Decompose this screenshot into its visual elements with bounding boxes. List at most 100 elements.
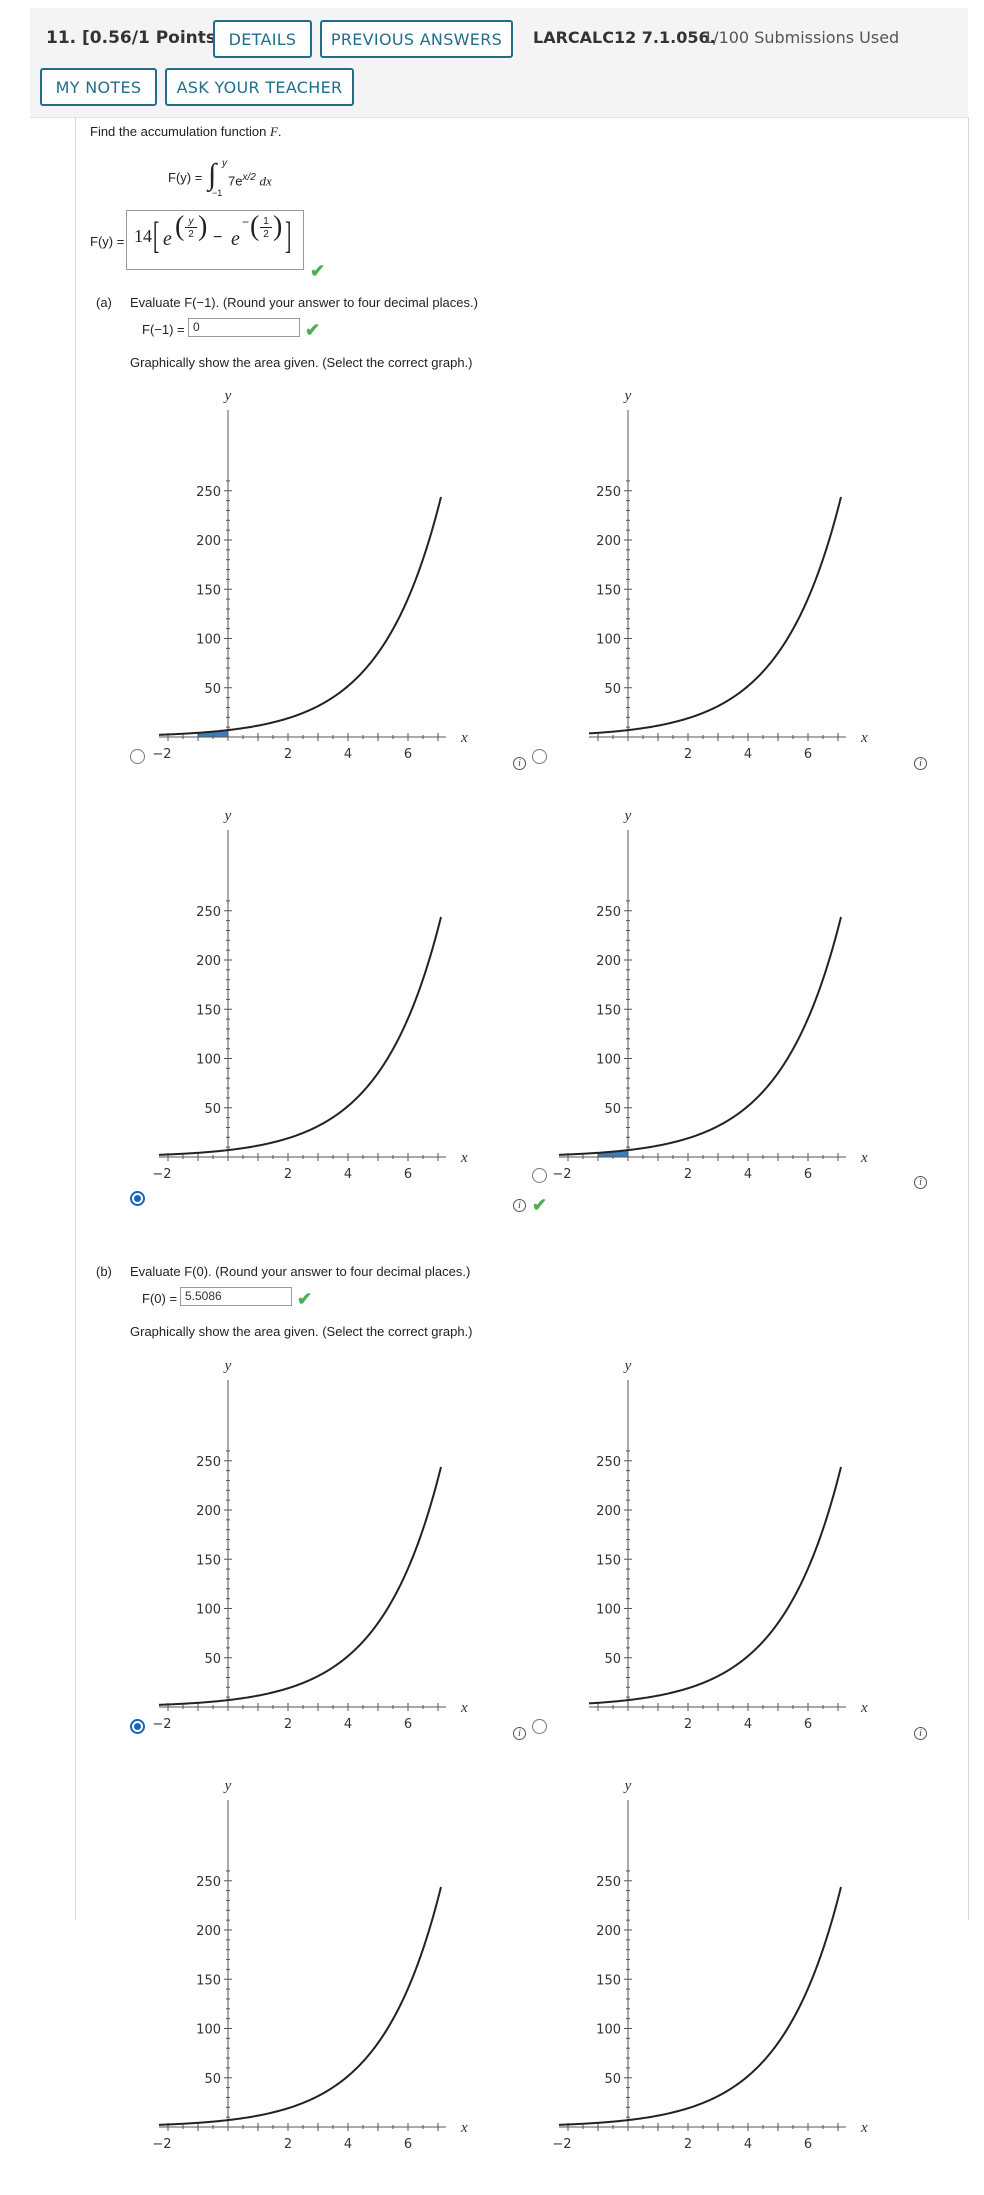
x-tick-label: 4: [344, 1167, 352, 1182]
x-tick-label: 4: [344, 2137, 352, 2152]
graph-b1-svg: −2 2 4 6 50 100 150 200 250 x y: [152, 1358, 468, 1732]
integral-sign: ∫: [208, 158, 217, 191]
part-a-option-4-radio[interactable]: [532, 1168, 547, 1183]
definition-lhs: F(y) =: [168, 170, 203, 185]
y-tick-label: 200: [596, 954, 621, 969]
x-tick-label: 2: [684, 2137, 692, 2152]
part-b-label: (b): [96, 1264, 112, 1279]
info-icon[interactable]: i: [914, 1727, 927, 1740]
exp2-open-paren: (: [250, 211, 260, 242]
function-curve: [558, 916, 842, 1156]
graph-b3: −2 2 4 6 50 100 150 200 250 x y: [130, 1770, 530, 2190]
part-b-graph-prompt: Graphically show the area given. (Select…: [130, 1324, 473, 1339]
right-bracket: ]: [285, 215, 292, 257]
x-axis-label: x: [860, 2120, 868, 2136]
answer-lhs: F(y) =: [90, 234, 125, 249]
y-tick-label: 150: [196, 1973, 221, 1988]
left-bracket: [: [153, 215, 160, 257]
exp2-numerator: 1: [260, 216, 272, 228]
y-tick-label: 150: [596, 1973, 621, 1988]
y-tick-label: 50: [204, 1102, 221, 1117]
x-axis-label: x: [860, 730, 868, 746]
graph-b2: 2 4 6 50 100 150 200 250 x y: [530, 1350, 930, 1770]
part-a-correct-check-icon: ✔: [305, 320, 321, 340]
part-b-option-1-radio[interactable]: [130, 1719, 145, 1734]
y-tick-label: 50: [604, 682, 621, 697]
exp1-denominator: 2: [188, 229, 194, 240]
answer-formula-box[interactable]: 14 [ e ( y 2 ) − e − ( 1 2 ) ]: [126, 210, 304, 270]
x-tick-label: −2: [152, 1717, 171, 1732]
answer-coefficient: 14: [134, 226, 152, 246]
graph-a4-svg: −2 2 4 6 50 100 150 200 250 x y: [552, 808, 868, 1182]
question-content: [75, 117, 969, 1920]
y-tick-label: 100: [196, 2023, 221, 2038]
info-icon[interactable]: i: [513, 757, 526, 770]
info-icon[interactable]: i: [513, 1199, 526, 1212]
y-tick-label: 200: [196, 1924, 221, 1939]
y-tick-label: 150: [596, 1003, 621, 1018]
function-curve: [158, 496, 442, 736]
y-tick-label: 250: [196, 485, 221, 500]
integral-upper-limit: y: [222, 158, 227, 169]
y-tick-label: 50: [604, 1652, 621, 1667]
y-tick-label: 250: [196, 905, 221, 920]
part-b-instruction: Evaluate F(0). (Round your answer to fou…: [130, 1264, 471, 1279]
function-curve: [158, 1466, 442, 1706]
x-axis-label: x: [860, 1150, 868, 1166]
my-notes-button[interactable]: MY NOTES: [40, 68, 157, 106]
exp2-denominator: 2: [263, 229, 269, 240]
x-tick-label: 2: [684, 1167, 692, 1182]
part-b-correct-check-icon: ✔: [297, 1289, 313, 1309]
integrand: 7ex/2 dx: [228, 172, 272, 189]
details-button[interactable]: DETAILS: [213, 20, 312, 58]
x-axis-label: x: [460, 1700, 468, 1716]
x-tick-label: 2: [684, 1717, 692, 1732]
submissions-used: 1/100 Submissions Used: [703, 28, 900, 47]
x-axis-label: x: [460, 1150, 468, 1166]
question-points-label: 11. [0.56/1 Points]: [46, 28, 224, 48]
graph-b3-svg: −2 2 4 6 50 100 150 200 250 x y: [152, 1778, 468, 2152]
x-tick-label: 2: [284, 1167, 292, 1182]
graph-a1-svg: −2 2 4 6 50 100 150 200 250 x y: [152, 388, 468, 762]
x-tick-label: 6: [804, 2137, 812, 2152]
y-tick-label: 150: [196, 1003, 221, 1018]
part-a-option-1-radio[interactable]: [130, 749, 145, 764]
graph-b4-svg: −2 2 4 6 50 100 150 200 250 x y: [552, 1778, 868, 2152]
part-a-option-2-radio[interactable]: [532, 749, 547, 764]
graph-a2: 2 4 6 50 100 150 200 250 x y: [530, 380, 930, 800]
exp2-minus: −: [242, 215, 250, 229]
part-a-answer-input[interactable]: 0: [188, 318, 300, 337]
info-icon[interactable]: i: [914, 1176, 927, 1189]
y-tick-label: 100: [596, 2023, 621, 2038]
y-tick-label: 250: [596, 1455, 621, 1470]
y-axis-label: y: [623, 808, 632, 824]
function-curve: [588, 1466, 842, 1705]
part-b-answer-input[interactable]: 5.5086: [180, 1287, 292, 1306]
graph-a3: −2 2 4 6 50 100 150 200 250 x y: [130, 800, 530, 1220]
x-tick-label: 2: [284, 1717, 292, 1732]
y-tick-label: 50: [204, 682, 221, 697]
part-a-graph-correct-check-icon: ✔: [532, 1195, 548, 1215]
y-tick-label: 100: [596, 1053, 621, 1068]
y-tick-label: 50: [204, 2072, 221, 2087]
y-axis-label: y: [223, 1778, 232, 1794]
part-a-option-3-radio[interactable]: [130, 1191, 145, 1206]
info-icon[interactable]: i: [914, 757, 927, 770]
graph-b4: −2 2 4 6 50 100 150 200 250 x y: [530, 1770, 930, 2190]
x-tick-label: 2: [284, 2137, 292, 2152]
y-tick-label: 250: [196, 1875, 221, 1890]
info-icon[interactable]: i: [513, 1727, 526, 1740]
previous-answers-button[interactable]: PREVIOUS ANSWERS: [320, 20, 513, 58]
part-a-instruction: Evaluate F(−1). (Round your answer to fo…: [130, 295, 478, 310]
ask-your-teacher-button[interactable]: ASK YOUR TEACHER: [165, 68, 354, 106]
y-axis-label: y: [623, 388, 632, 404]
x-tick-label: 4: [744, 2137, 752, 2152]
x-tick-label: −2: [152, 2137, 171, 2152]
x-tick-label: 4: [744, 747, 752, 762]
part-b-option-2-radio[interactable]: [532, 1719, 547, 1734]
x-tick-label: 4: [344, 747, 352, 762]
y-axis-label: y: [223, 388, 232, 404]
y-axis-label: y: [223, 1358, 232, 1374]
graph-b1: −2 2 4 6 50 100 150 200 250 x y: [130, 1350, 530, 1770]
x-tick-label: 6: [404, 1167, 412, 1182]
